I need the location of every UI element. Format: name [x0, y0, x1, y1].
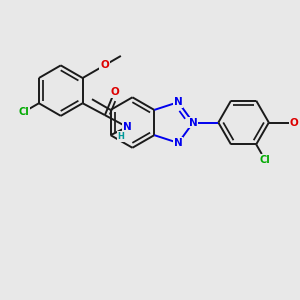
Text: O: O	[100, 60, 109, 70]
Text: N: N	[174, 138, 183, 148]
Text: N: N	[123, 122, 131, 132]
Text: H: H	[117, 132, 124, 141]
Text: O: O	[290, 118, 298, 128]
Text: O: O	[110, 87, 119, 97]
Text: N: N	[189, 118, 197, 128]
Text: Cl: Cl	[18, 107, 29, 117]
Text: N: N	[174, 97, 183, 107]
Text: Cl: Cl	[260, 155, 270, 165]
